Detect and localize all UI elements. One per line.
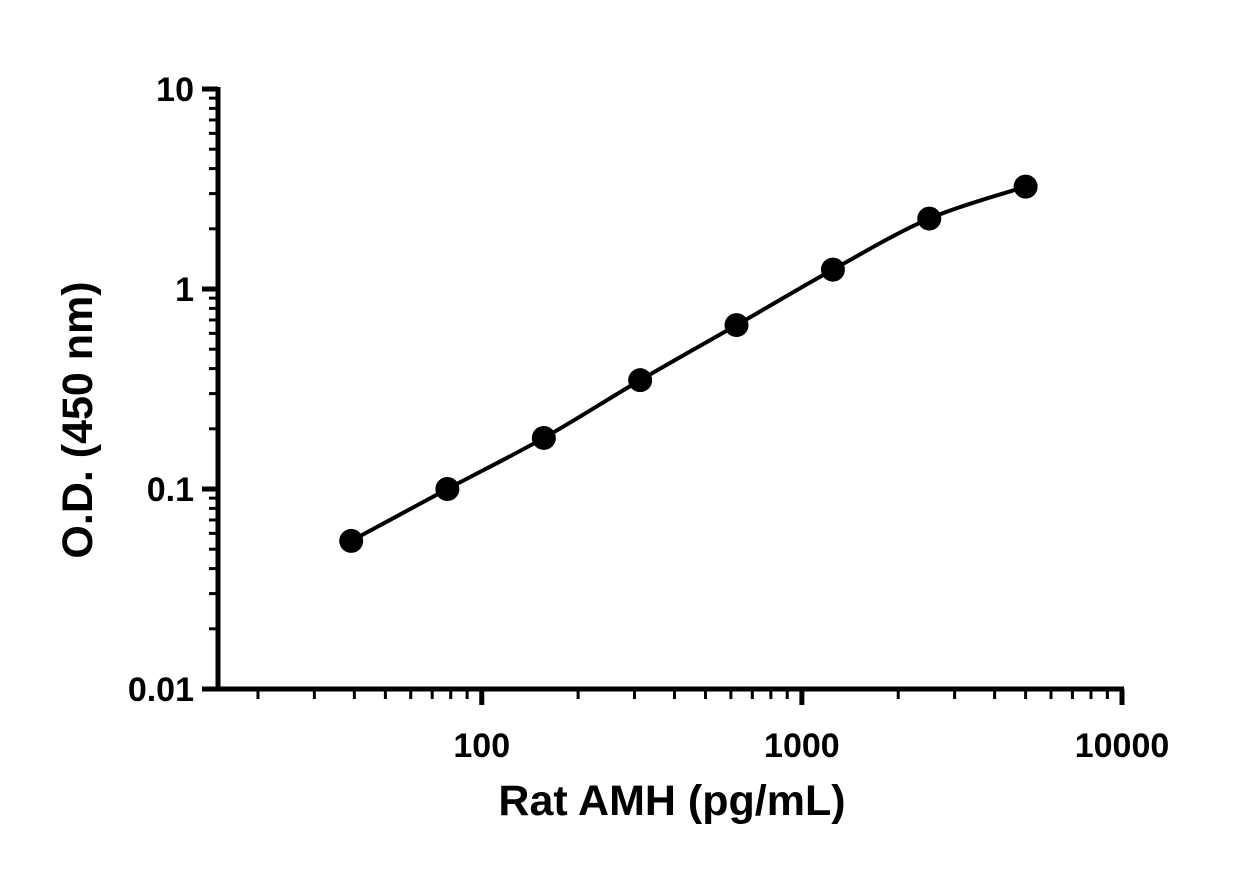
x-tick-label: 10000 xyxy=(1075,727,1170,765)
data-point xyxy=(820,257,845,282)
data-point xyxy=(435,477,460,501)
data-point xyxy=(339,528,364,553)
x-axis-title: Rat AMH (pg/mL) xyxy=(498,777,845,825)
axes xyxy=(202,86,1125,705)
y-axis-ticks xyxy=(202,86,218,692)
tick-labels: 0.01 0.1 1 10 100 1000 10000 xyxy=(128,71,1169,765)
data-point xyxy=(531,425,556,450)
data-points xyxy=(339,174,1038,553)
data-point xyxy=(1013,174,1038,199)
y-tick-label: 0.1 xyxy=(147,471,194,509)
x-tick-label: 100 xyxy=(453,727,510,765)
y-tick-label: 10 xyxy=(156,71,194,109)
x-axis-ticks xyxy=(256,689,1125,705)
y-tick-label: 0.01 xyxy=(128,671,194,709)
y-axis-title: O.D. (450 nm) xyxy=(54,281,102,558)
x-tick-label: 1000 xyxy=(764,727,840,765)
y-tick-label: 1 xyxy=(175,271,194,309)
data-point xyxy=(724,313,749,338)
data-point xyxy=(917,206,942,231)
data-point xyxy=(628,368,653,393)
